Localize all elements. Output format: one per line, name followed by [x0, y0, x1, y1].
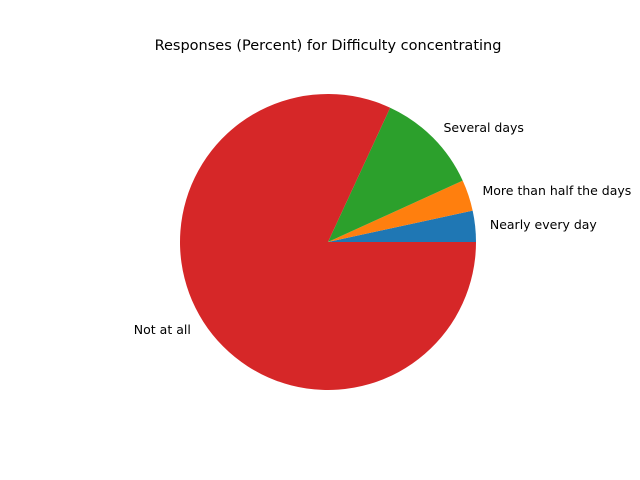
slice-label-several-days: Several days [443, 120, 523, 135]
slice-labels: Nearly every day More than half the days S… [134, 120, 631, 337]
pie-slices [180, 93, 477, 390]
slice-label-nearly-every-day: Nearly every day [490, 217, 598, 232]
pie-slice-more-than-half-the-days [328, 180, 473, 242]
pie-slice-nearly-every-day [328, 210, 476, 242]
slice-label-more-than-half-the-days: More than half the days [483, 183, 632, 198]
pie-slice-not-at-all [180, 93, 477, 390]
slice-label-not-at-all: Not at all [134, 322, 191, 337]
pie-slice-several-days [328, 107, 463, 242]
chart-title: Responses (Percent) for Difficulty conce… [155, 38, 502, 54]
